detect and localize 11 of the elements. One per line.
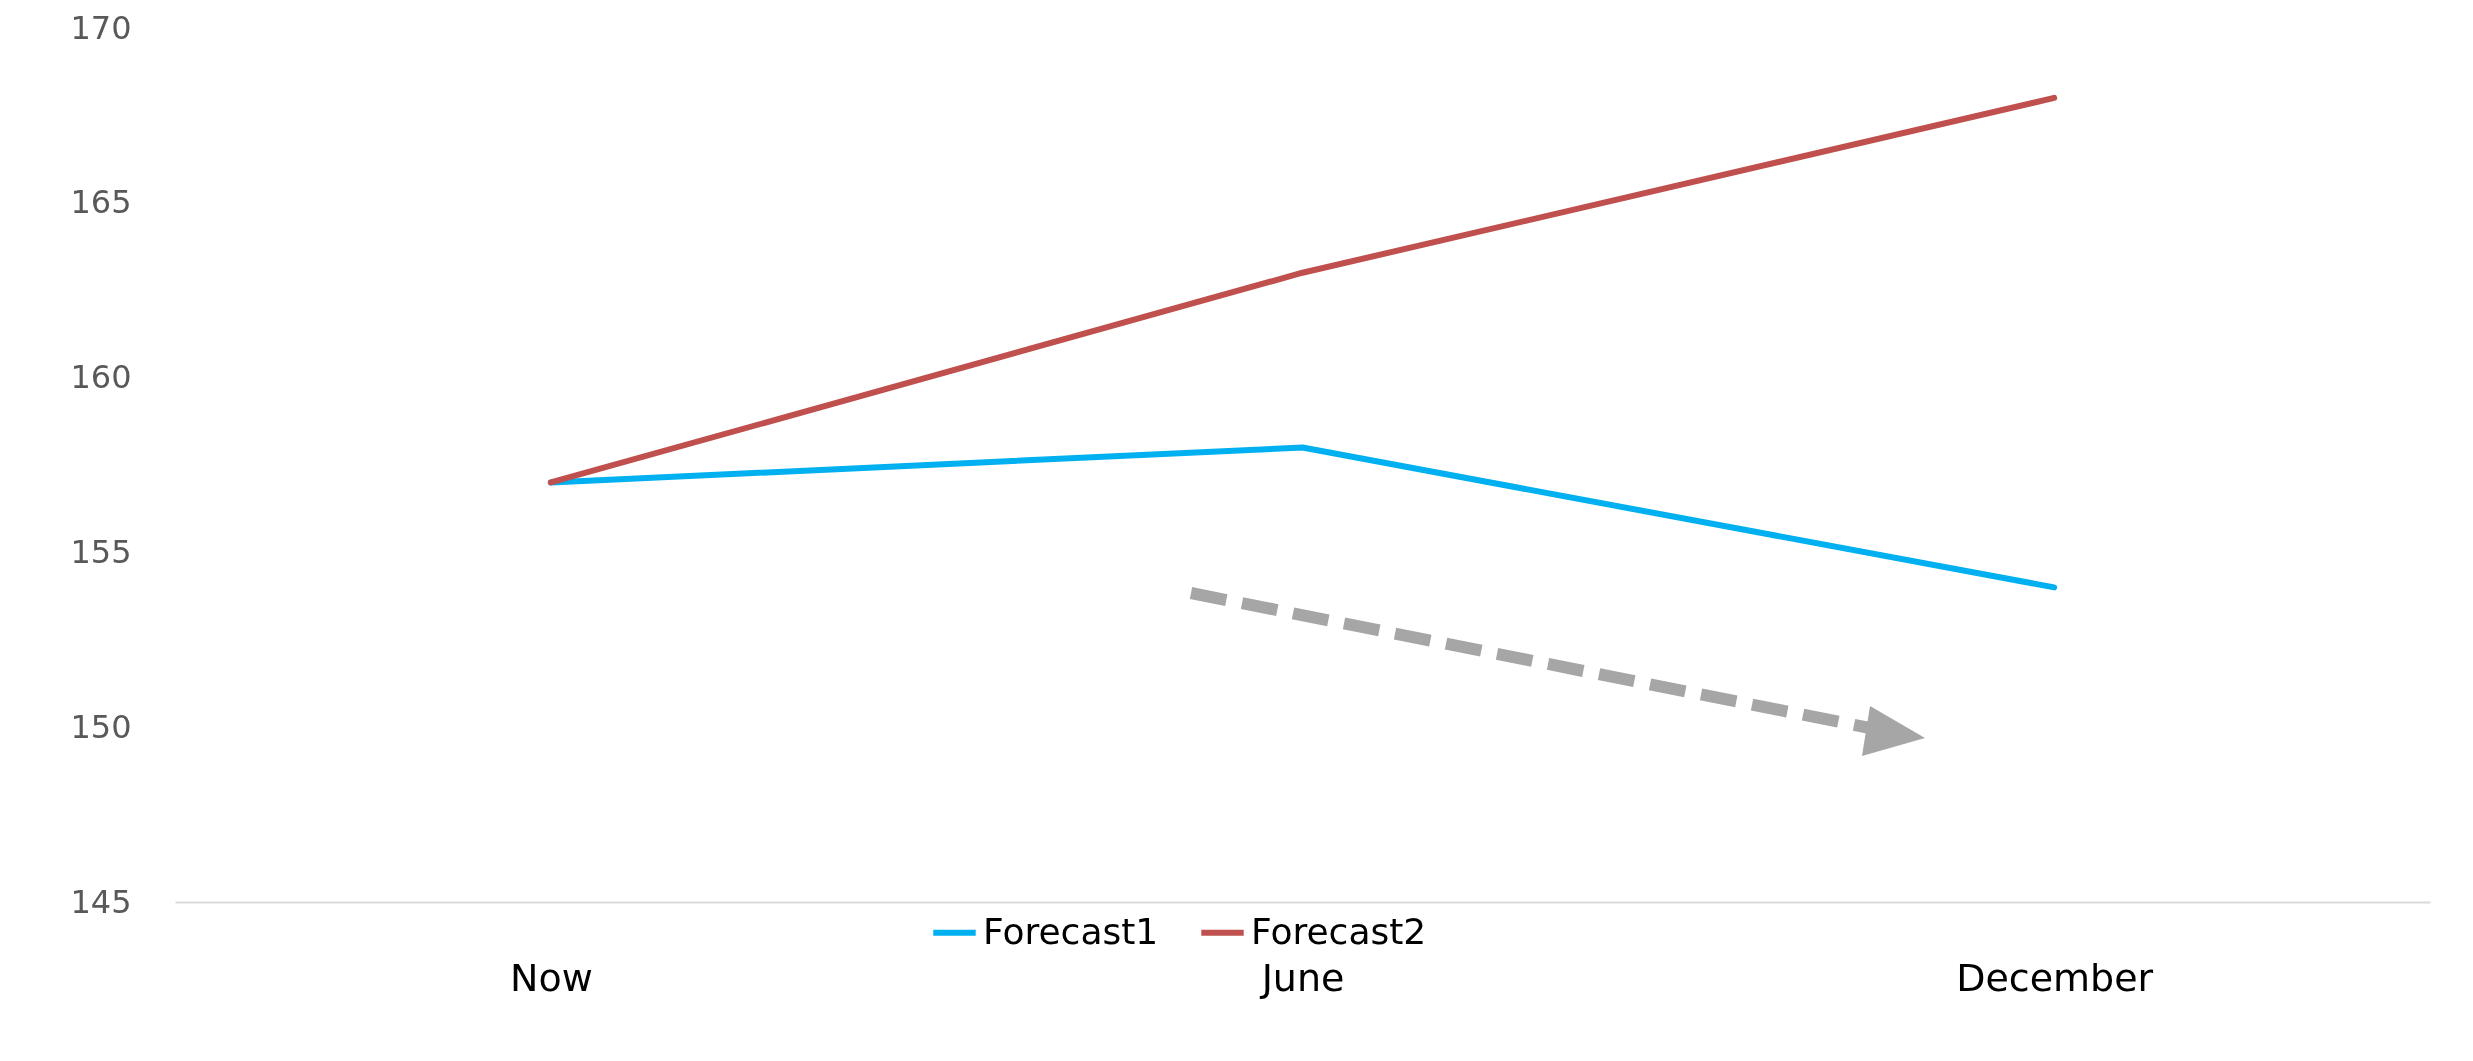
- legend-label: Forecast1: [983, 910, 1159, 952]
- legend-label: Forecast2: [1251, 910, 1427, 952]
- y-tick-label: 170: [70, 8, 132, 47]
- x-tick-label: Now: [509, 955, 593, 1000]
- y-tick-label: 165: [70, 183, 132, 222]
- y-tick-label: 155: [70, 532, 132, 571]
- y-tick-label: 160: [70, 358, 132, 397]
- y-tick-label: 145: [70, 882, 132, 921]
- y-tick-label: 150: [70, 707, 132, 746]
- x-tick-label: June: [1259, 955, 1345, 1000]
- x-tick-label: December: [1956, 955, 2154, 1000]
